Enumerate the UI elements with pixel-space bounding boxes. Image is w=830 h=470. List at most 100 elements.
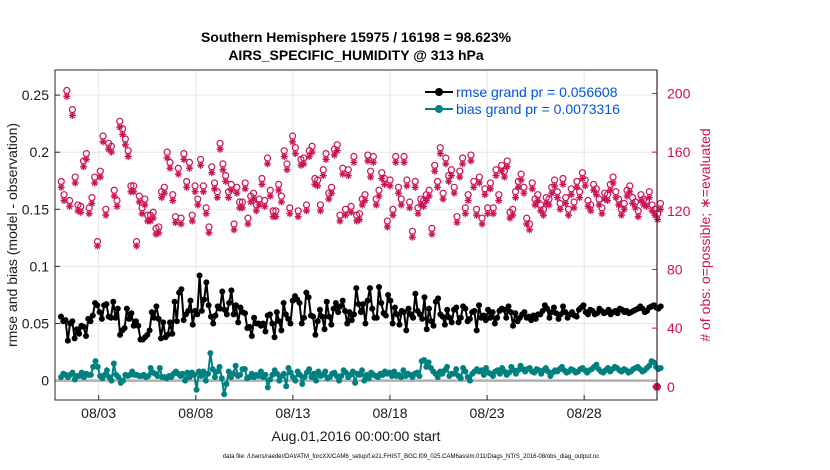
bias-point [193,386,200,393]
rmse-point [362,320,369,327]
evaluated-count-point [333,147,341,155]
evaluated-count-point [643,202,651,210]
evaluated-count-point [581,182,589,190]
bias-point [466,377,473,384]
rmse-point [189,321,196,328]
axis-ticks: 08/03 08/08 08/13 08/18 08/23 08/28 0 0.05 0.1 0.… [22,70,691,421]
evaluated-count-point [512,194,520,202]
rmse-point [439,313,446,320]
evaluated-count-point [172,219,180,227]
evaluated-count-point [177,220,185,228]
evaluated-count-point [523,220,531,228]
bias-point [306,366,313,373]
evaluated-count-point [197,161,205,169]
rmse-point [557,311,564,318]
bias-point [421,357,428,364]
evaluated-count-point [631,204,639,212]
bias-point [285,365,292,372]
bias-point [287,369,294,376]
rmse-point [57,313,64,320]
data-file-footnote: data file: /Users/raeder/DAI/ATM_forcXX/… [223,454,599,460]
rmse-point [335,309,342,316]
evaluated-count-point [509,211,517,219]
evaluated-count-point [121,141,129,149]
evaluated-count-point [208,169,216,177]
rmse-point [548,309,555,316]
bias-point [214,368,221,375]
rmse-point [405,305,412,312]
evaluated-count-point [397,201,405,209]
rmse-point [605,306,612,313]
rmse-point [326,313,333,320]
evaluated-count-point [68,111,76,119]
rmse-point [237,304,244,311]
bias-point [87,371,94,378]
bias-series [58,350,664,398]
rmse-point [403,327,410,334]
rmse-point [269,320,276,327]
bias-point [457,375,464,382]
evaluated-count-point [389,211,397,219]
rmse-point [266,311,273,318]
evaluated-count-point [85,210,93,218]
bias-point [313,377,320,384]
bias-point [388,373,395,380]
bias-point [545,368,552,375]
evaluated-count-point [272,213,280,221]
rmse-point [471,307,478,314]
evaluated-count-point [394,189,402,197]
bias-point [342,369,349,376]
rmse-point [480,312,487,319]
rmse-point [426,305,433,312]
rmse-point [394,311,401,318]
bias-point [444,363,451,370]
evaluated-count-point [205,229,213,237]
bias-point [338,373,345,380]
evaluated-count-point [342,211,350,219]
plot-frame [54,69,658,401]
rmse-point [160,319,167,326]
evaluated-count-point [467,157,475,165]
rmse-point [510,322,517,329]
evaluated-count-point [559,180,567,188]
evaluated-count-point [428,230,436,238]
bias-point [230,370,237,377]
evaluated-count-point [495,197,503,205]
evaluated-count-point [425,192,433,200]
rmse-point [446,314,453,321]
evaluated-count-point [138,210,146,218]
rmse-point [521,309,528,316]
evaluated-count-point [266,192,274,200]
bias-point [296,371,303,378]
evaluated-count-point [213,194,221,202]
rmse-point [217,305,224,312]
evaluated-count-point [261,202,269,210]
bias-point [423,363,430,370]
rmse-point [555,315,562,322]
rmse-point [94,302,101,309]
rmse-point [435,295,442,302]
rmse-point [387,297,394,304]
rmse-point [457,314,464,321]
evaluated-count-point [612,194,620,202]
bias-point [398,374,405,381]
rmse-point [319,313,326,320]
evaluated-count-point [470,183,478,191]
evaluated-count-point [551,182,559,190]
y-left-tick-label: 0.15 [22,201,49,217]
rmse-point [328,321,335,328]
y-axis-right-label: # of obs: o=possible; ∗=evaluated [697,128,713,341]
evaluated-count-point [238,204,246,212]
evaluated-count-point [503,163,511,171]
rmse-point [339,297,346,304]
bias-point [356,371,363,378]
rmse-point [62,317,69,324]
evaluated-count-point [230,226,238,234]
bias-point [283,383,290,390]
evaluated-count-point [406,204,414,212]
rmse-point [316,306,323,313]
evaluated-count-point [408,233,416,241]
bias-point [593,361,600,368]
bias-point [480,371,487,378]
rmse-point [546,314,553,321]
